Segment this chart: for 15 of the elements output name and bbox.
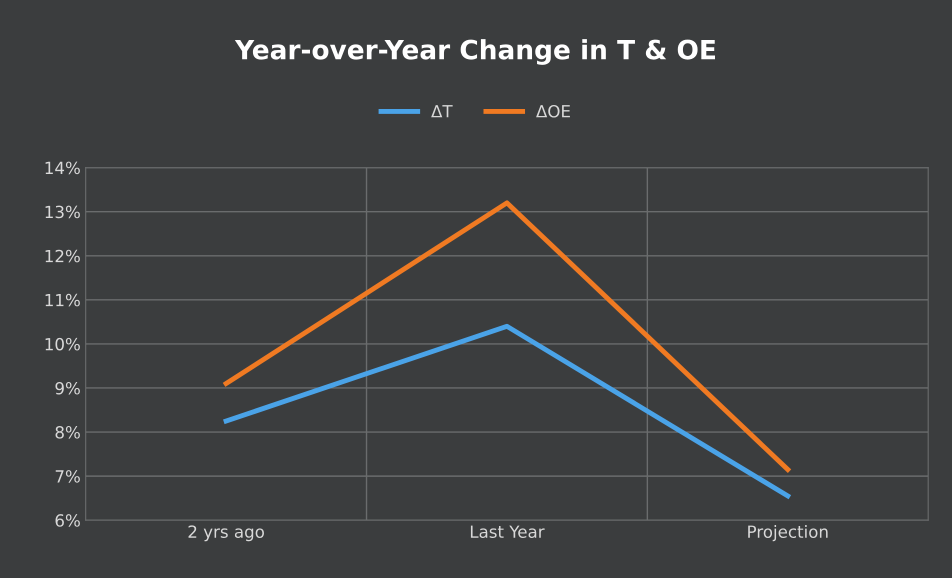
x-tick-label: Last Year — [470, 526, 545, 538]
x-tick-label: 2 yrs ago — [188, 525, 264, 542]
y-tick-label: 7% — [56, 470, 80, 483]
y-tick-label: 13% — [46, 206, 80, 218]
chart-title: Year-over-Year Change in T & OE — [234, 39, 715, 65]
y-tick-label: 10% — [46, 338, 80, 350]
legend-label: ΔT — [431, 105, 453, 118]
y-tick-label: 14% — [46, 162, 80, 174]
y-tick-label: 9% — [55, 382, 80, 395]
x-tick-label: Projection — [748, 525, 828, 542]
legend-label: ΔOE — [536, 104, 570, 118]
y-tick-label: 6% — [56, 514, 80, 527]
y-tick-label: 8% — [56, 426, 80, 439]
y-tick-label: 11% — [46, 294, 80, 306]
y-tick-label: 12% — [46, 250, 80, 262]
